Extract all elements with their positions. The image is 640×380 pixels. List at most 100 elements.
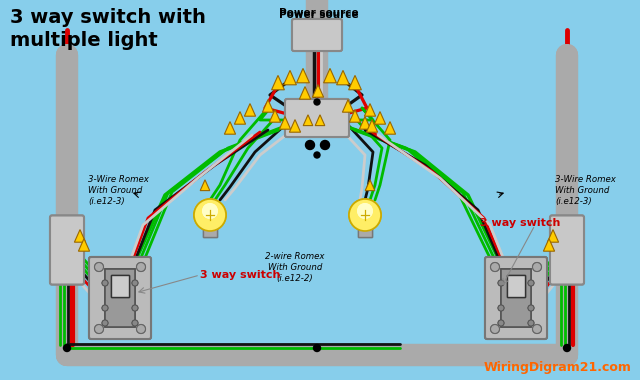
- Polygon shape: [262, 100, 274, 112]
- Text: 3-Wire Romex
With Ground
(i.e12-3): 3-Wire Romex With Ground (i.e12-3): [88, 175, 149, 206]
- Circle shape: [532, 325, 541, 334]
- Circle shape: [136, 325, 145, 334]
- Circle shape: [63, 345, 70, 352]
- FancyBboxPatch shape: [292, 19, 342, 51]
- Circle shape: [498, 320, 504, 326]
- Circle shape: [532, 263, 541, 271]
- Circle shape: [528, 280, 534, 286]
- Circle shape: [528, 280, 534, 286]
- Bar: [111, 275, 129, 297]
- Circle shape: [136, 263, 145, 271]
- Circle shape: [95, 263, 104, 271]
- Circle shape: [314, 345, 321, 352]
- Circle shape: [498, 305, 504, 311]
- Circle shape: [95, 325, 104, 334]
- Text: Power source: Power source: [279, 8, 359, 18]
- Circle shape: [563, 345, 570, 352]
- Polygon shape: [269, 109, 280, 122]
- Circle shape: [532, 263, 541, 271]
- Circle shape: [136, 263, 145, 271]
- Polygon shape: [385, 122, 396, 134]
- Circle shape: [102, 320, 108, 326]
- FancyBboxPatch shape: [550, 215, 584, 285]
- FancyBboxPatch shape: [89, 257, 151, 339]
- Polygon shape: [234, 112, 246, 124]
- Polygon shape: [79, 239, 90, 251]
- Circle shape: [132, 305, 138, 311]
- Circle shape: [528, 320, 534, 326]
- Polygon shape: [360, 117, 371, 129]
- Polygon shape: [303, 115, 313, 126]
- Circle shape: [132, 280, 138, 286]
- Circle shape: [102, 305, 108, 311]
- Circle shape: [528, 305, 534, 311]
- FancyBboxPatch shape: [285, 99, 349, 137]
- Circle shape: [314, 99, 320, 105]
- Circle shape: [532, 325, 541, 334]
- FancyBboxPatch shape: [285, 99, 349, 137]
- Circle shape: [95, 263, 104, 271]
- Circle shape: [349, 199, 381, 231]
- Circle shape: [498, 280, 504, 286]
- Text: 3-Wire Romex
With Ground
(i.e12-3): 3-Wire Romex With Ground (i.e12-3): [555, 175, 616, 206]
- Polygon shape: [280, 117, 291, 129]
- Polygon shape: [300, 87, 310, 99]
- Circle shape: [357, 203, 373, 219]
- Polygon shape: [225, 122, 236, 134]
- Bar: [203, 223, 217, 237]
- FancyBboxPatch shape: [50, 215, 84, 285]
- Polygon shape: [366, 120, 378, 132]
- Circle shape: [498, 320, 504, 326]
- FancyBboxPatch shape: [89, 257, 151, 339]
- Circle shape: [102, 280, 108, 286]
- Bar: [507, 275, 525, 297]
- Circle shape: [102, 320, 108, 326]
- Text: 3 way switch with
multiple light: 3 way switch with multiple light: [10, 8, 206, 50]
- Polygon shape: [364, 104, 376, 116]
- Polygon shape: [315, 115, 325, 126]
- Circle shape: [528, 320, 534, 326]
- Text: 3 way switch: 3 way switch: [200, 270, 280, 280]
- Bar: [105, 269, 135, 327]
- Circle shape: [490, 325, 499, 334]
- Bar: [358, 223, 372, 237]
- Circle shape: [349, 199, 381, 231]
- Polygon shape: [337, 70, 349, 85]
- FancyBboxPatch shape: [292, 19, 342, 51]
- Circle shape: [132, 320, 138, 326]
- Polygon shape: [547, 230, 559, 242]
- FancyBboxPatch shape: [485, 257, 547, 339]
- Polygon shape: [289, 120, 301, 132]
- Text: Power source: Power source: [279, 10, 359, 20]
- Circle shape: [528, 305, 534, 311]
- Circle shape: [194, 199, 226, 231]
- Polygon shape: [365, 180, 375, 191]
- Polygon shape: [244, 104, 255, 116]
- Circle shape: [321, 141, 330, 149]
- Circle shape: [202, 203, 218, 219]
- Polygon shape: [349, 75, 362, 90]
- FancyBboxPatch shape: [485, 257, 547, 339]
- Circle shape: [102, 305, 108, 311]
- Polygon shape: [74, 230, 86, 242]
- Text: 3 way switch: 3 way switch: [480, 218, 561, 228]
- Circle shape: [498, 280, 504, 286]
- Circle shape: [490, 263, 499, 271]
- Polygon shape: [271, 75, 284, 90]
- FancyBboxPatch shape: [50, 215, 84, 285]
- Polygon shape: [312, 85, 324, 97]
- Polygon shape: [324, 68, 337, 83]
- Text: WiringDigram21.com: WiringDigram21.com: [484, 361, 632, 374]
- Polygon shape: [284, 70, 296, 85]
- Bar: [501, 269, 531, 327]
- Circle shape: [132, 280, 138, 286]
- Text: 2-wire Romex
With Ground
(i.e12-2): 2-wire Romex With Ground (i.e12-2): [265, 252, 324, 283]
- FancyBboxPatch shape: [550, 215, 584, 285]
- Circle shape: [132, 320, 138, 326]
- Circle shape: [314, 152, 320, 158]
- Circle shape: [357, 203, 373, 219]
- Circle shape: [305, 141, 314, 149]
- Circle shape: [194, 199, 226, 231]
- Polygon shape: [200, 180, 210, 191]
- Circle shape: [498, 305, 504, 311]
